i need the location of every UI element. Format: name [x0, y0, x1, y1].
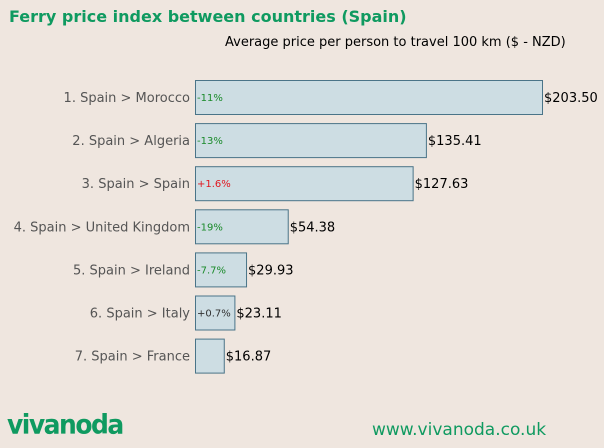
category-label: 4. Spain > United Kingdom	[14, 220, 190, 235]
category-label: 6. Spain > Italy	[90, 307, 191, 322]
bar	[195, 166, 414, 202]
value-label: $127.63	[415, 177, 469, 192]
bar	[195, 338, 225, 374]
category-label: 2. Spain > Algeria	[72, 134, 190, 149]
change-label: -19%	[197, 222, 223, 233]
bar	[195, 80, 543, 115]
category-label: 7. Spain > France	[75, 350, 190, 365]
value-label: $135.41	[428, 134, 482, 149]
value-label: $29.93	[248, 263, 294, 278]
website-url-link[interactable]: www.vivanoda.co.uk	[372, 420, 547, 440]
chart-subtitle: Average price per person to travel 100 k…	[225, 35, 566, 50]
change-label: +0.7%	[197, 309, 231, 320]
category-label: 5. Spain > Ireland	[73, 263, 190, 278]
value-label: $54.38	[290, 220, 336, 235]
value-label: $203.50	[544, 91, 598, 106]
bar	[195, 252, 248, 288]
bar	[195, 209, 289, 245]
category-label: 1. Spain > Morocco	[64, 91, 190, 106]
category-label: 3. Spain > Spain	[82, 177, 190, 192]
change-label: -13%	[197, 136, 223, 147]
page-title: Ferry price index between countries (Spa…	[9, 7, 407, 26]
change-label: -11%	[197, 93, 223, 104]
bar	[195, 295, 236, 331]
vivanoda-logo[interactable]: vivanoda	[7, 409, 124, 440]
value-label: $23.11	[236, 307, 282, 322]
change-label: -7.7%	[197, 265, 226, 276]
value-label: $16.87	[226, 350, 272, 365]
bar	[195, 123, 427, 159]
change-label: +1.6%	[197, 179, 231, 190]
